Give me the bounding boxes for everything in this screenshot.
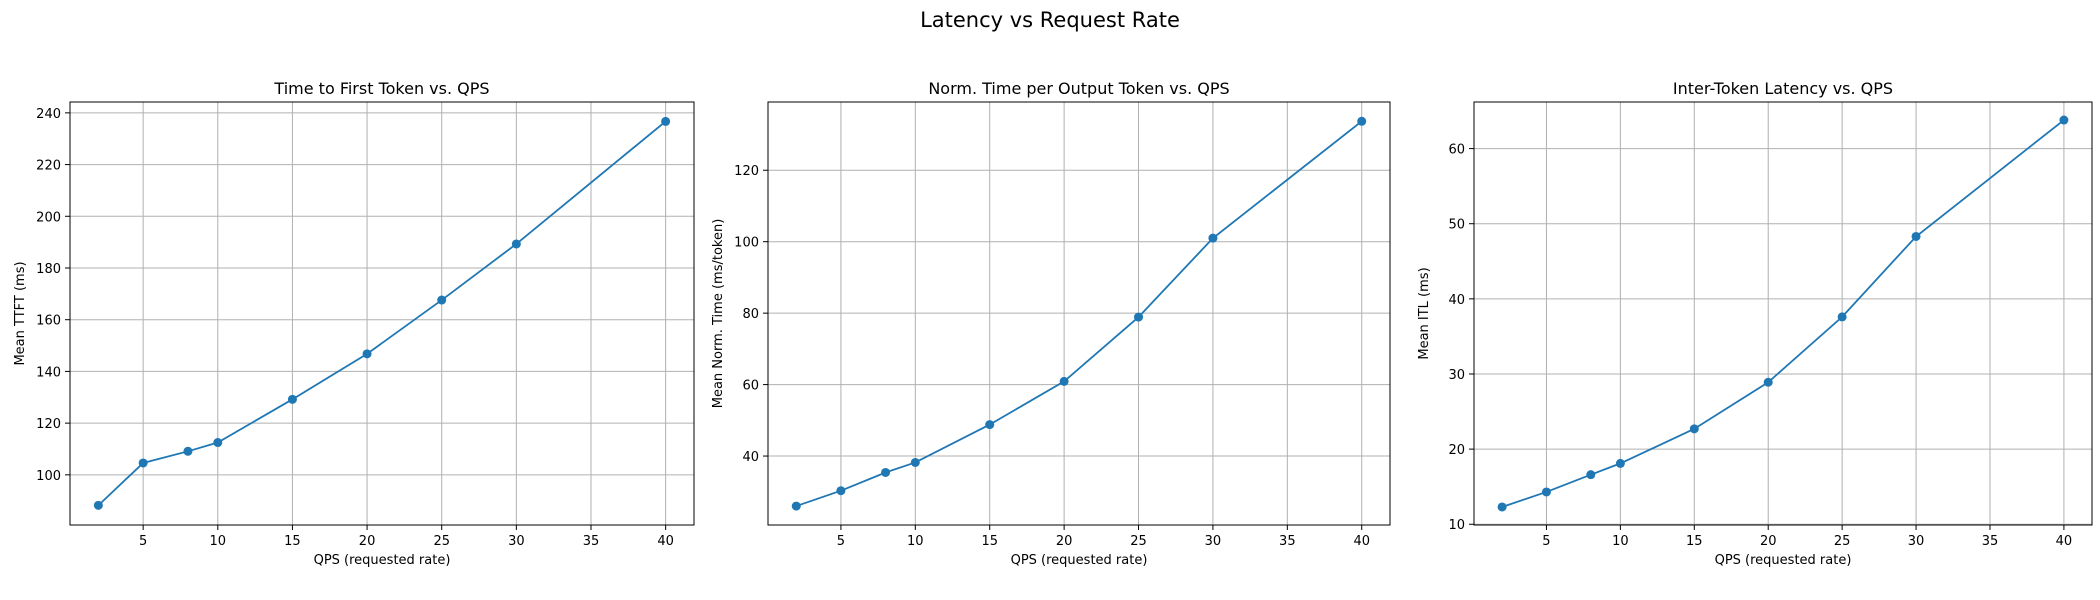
data-point xyxy=(362,349,372,359)
data-point xyxy=(881,467,891,477)
x-tick-label: 25 xyxy=(433,534,450,549)
x-tick-label: 30 xyxy=(1908,534,1925,549)
y-tick-label: 40 xyxy=(1448,293,1465,308)
y-tick-label: 100 xyxy=(734,236,759,251)
data-point xyxy=(1208,233,1218,243)
y-axis-label: Mean ITL (ms) xyxy=(1417,267,1432,359)
y-tick-label: 180 xyxy=(36,262,61,277)
x-tick-label: 10 xyxy=(1612,534,1629,549)
x-tick-label: 25 xyxy=(1130,534,1147,549)
x-tick-label: 35 xyxy=(1982,534,1999,549)
data-point xyxy=(1357,116,1367,126)
chart-title: Norm. Time per Output Token vs. QPS xyxy=(928,79,1229,98)
chart-title: Inter-Token Latency vs. QPS xyxy=(1673,79,1893,98)
data-point xyxy=(287,394,297,404)
data-point xyxy=(138,458,148,468)
y-tick-label: 30 xyxy=(1448,368,1465,383)
y-tick-label: 220 xyxy=(36,159,61,174)
x-tick-label: 30 xyxy=(508,534,525,549)
itl-chart: 5 10 15 20 25 30 35 40 10 20 30 40 50 60 Inter-Token L… xyxy=(1417,79,2093,568)
x-tick-label: 10 xyxy=(210,534,227,549)
data-point xyxy=(985,420,995,430)
norm-time-chart: 5 10 15 20 25 30 35 40 40 60 80 100 120 Norm. Time pe… xyxy=(711,79,1391,568)
x-tick-label: 5 xyxy=(837,534,845,549)
y-tick-label: 40 xyxy=(742,450,759,465)
x-tick-label: 15 xyxy=(284,534,301,549)
data-point xyxy=(1911,231,1921,241)
ttft-chart: 5 10 15 20 25 30 35 40 100 120 140 160 180 200 220 240 T… xyxy=(13,79,695,568)
data-point xyxy=(836,486,846,496)
y-tick-label: 60 xyxy=(1448,143,1465,158)
data-point xyxy=(1586,470,1596,480)
data-point xyxy=(1689,424,1699,434)
data-point xyxy=(1497,502,1507,512)
x-tick-label: 25 xyxy=(1834,534,1851,549)
series-line xyxy=(97,120,667,507)
x-axis-label: QPS (requested rate) xyxy=(1011,553,1148,568)
y-tick-label: 10 xyxy=(1448,518,1465,533)
x-tick-label: 35 xyxy=(583,534,600,549)
plot-frame xyxy=(1473,101,2093,526)
y-tick-label: 200 xyxy=(36,210,61,225)
data-point xyxy=(213,438,223,448)
x-tick-label: 15 xyxy=(981,534,998,549)
y-tick-label: 120 xyxy=(734,164,759,179)
data-point xyxy=(1763,377,1773,387)
plot-frame xyxy=(69,101,695,526)
x-tick-label: 20 xyxy=(1056,534,1073,549)
data-point xyxy=(93,500,103,510)
x-tick-label: 20 xyxy=(359,534,376,549)
y-tick-label: 100 xyxy=(36,469,61,484)
y-tick-label: 160 xyxy=(36,314,61,329)
y-tick-label: 20 xyxy=(1448,443,1465,458)
x-tick-label: 35 xyxy=(1279,534,1296,549)
y-axis-label: Mean Norm. Time (ms/token) xyxy=(711,219,726,409)
x-tick-label: 40 xyxy=(1353,534,1370,549)
x-tick-label: 15 xyxy=(1686,534,1703,549)
data-point xyxy=(511,239,521,249)
data-point xyxy=(791,501,801,511)
x-axis-label: QPS (requested rate) xyxy=(314,553,451,568)
data-point xyxy=(1059,376,1069,386)
figure-title: Latency vs Request Rate xyxy=(920,8,1180,32)
x-tick-label: 5 xyxy=(1542,534,1550,549)
data-point xyxy=(910,457,920,467)
y-axis-label: Mean TTFT (ms) xyxy=(13,261,28,365)
y-tick-label: 140 xyxy=(36,365,61,380)
x-tick-label: 20 xyxy=(1760,534,1777,549)
chart-title: Time to First Token vs. QPS xyxy=(273,79,489,98)
data-point xyxy=(437,295,447,305)
x-tick-label: 40 xyxy=(2056,534,2073,549)
y-tick-label: 240 xyxy=(36,107,61,122)
data-point xyxy=(1837,312,1847,322)
x-tick-label: 10 xyxy=(907,534,924,549)
series-line xyxy=(795,120,1363,507)
x-tick-label: 40 xyxy=(657,534,674,549)
y-tick-label: 80 xyxy=(742,307,759,322)
y-tick-label: 60 xyxy=(742,379,759,394)
data-point xyxy=(1541,487,1551,497)
data-point xyxy=(183,446,193,456)
x-tick-label: 30 xyxy=(1205,534,1222,549)
y-tick-label: 50 xyxy=(1448,218,1465,233)
x-tick-label: 5 xyxy=(139,534,147,549)
x-axis-label: QPS (requested rate) xyxy=(1715,553,1852,568)
data-point xyxy=(1615,458,1625,468)
data-point xyxy=(661,116,671,126)
data-point xyxy=(2059,115,2069,125)
y-tick-label: 120 xyxy=(36,417,61,432)
data-point xyxy=(1134,312,1144,322)
